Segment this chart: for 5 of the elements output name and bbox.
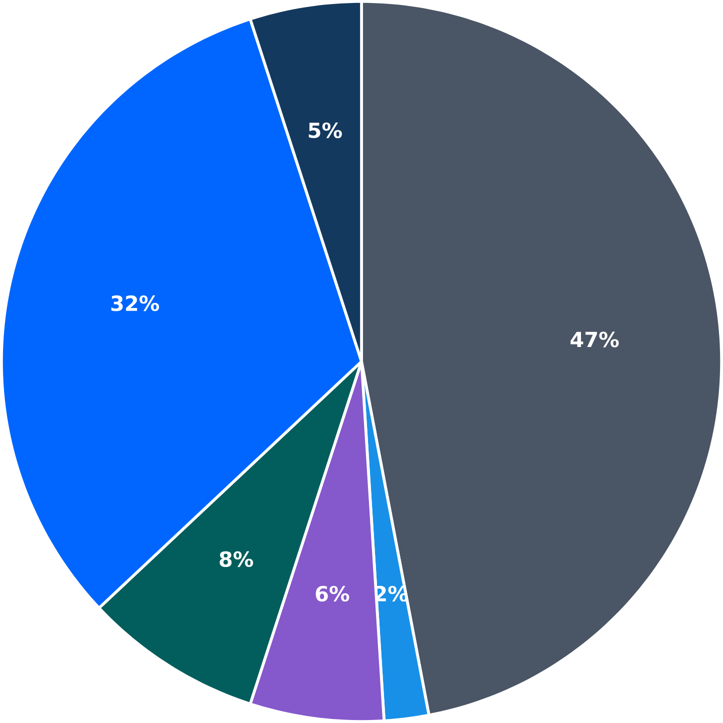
data-label: 32% [111,295,160,312]
data-label: 8% [220,551,254,567]
data-label: 47% [570,332,619,348]
data-label: 6% [316,586,350,602]
data-label: 5% [308,122,342,138]
